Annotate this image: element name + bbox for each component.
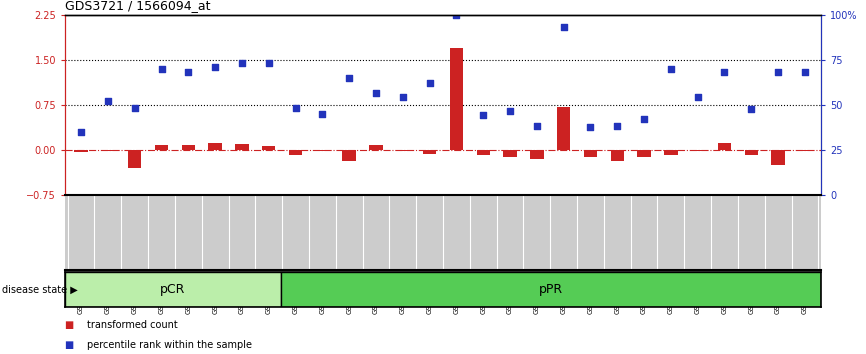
Bar (798, 150, 811, 151)
Point (423, 80, 436, 86)
Point (664, 66, 678, 72)
Bar (637, 150, 650, 157)
Text: pPR: pPR (539, 283, 563, 296)
Point (637, 116, 651, 122)
Point (315, 111, 329, 117)
Point (745, 106, 759, 112)
Point (101, 98, 115, 104)
Text: GDS3721 / 1566094_at: GDS3721 / 1566094_at (65, 0, 210, 12)
Bar (718, 143, 731, 150)
Point (369, 90, 383, 96)
Bar (745, 150, 758, 155)
Bar (281, 272, 821, 307)
Bar (74, 150, 87, 153)
Bar (236, 144, 249, 150)
Bar (128, 150, 141, 168)
Point (181, 69, 195, 75)
Bar (155, 145, 168, 150)
Point (557, 24, 571, 30)
Bar (611, 150, 624, 161)
Bar (101, 150, 114, 151)
Text: disease state ▶: disease state ▶ (2, 285, 77, 295)
Bar (772, 150, 785, 165)
Point (155, 66, 169, 72)
Point (476, 112, 490, 118)
Point (503, 108, 517, 114)
Point (691, 95, 705, 100)
Point (611, 123, 624, 129)
Bar (65, 272, 281, 307)
Bar (449, 48, 463, 150)
Text: ■: ■ (65, 340, 78, 350)
Bar (182, 145, 195, 150)
Point (288, 105, 302, 111)
Bar (691, 150, 704, 151)
Bar (316, 150, 329, 151)
Point (128, 105, 142, 111)
Point (584, 124, 598, 130)
Text: transformed count: transformed count (87, 320, 178, 330)
Bar (476, 150, 490, 155)
Point (262, 60, 275, 66)
Point (772, 69, 785, 75)
Point (798, 69, 811, 75)
Bar (423, 150, 436, 154)
Bar (209, 143, 222, 150)
Text: pCR: pCR (160, 283, 185, 296)
Bar (396, 150, 410, 151)
Bar (557, 107, 571, 150)
Point (449, 12, 463, 18)
Bar (289, 150, 302, 155)
Point (342, 75, 356, 81)
Point (208, 64, 222, 70)
Point (74, 129, 88, 135)
Bar (369, 145, 383, 150)
Bar (262, 147, 275, 150)
Bar (342, 150, 356, 161)
Point (718, 69, 732, 75)
Text: ■: ■ (65, 320, 78, 330)
Bar (584, 150, 598, 157)
Bar (664, 150, 677, 155)
Point (235, 60, 249, 66)
Point (396, 95, 410, 100)
Point (530, 123, 544, 129)
Bar (503, 150, 517, 157)
Bar (530, 150, 544, 159)
Text: percentile rank within the sample: percentile rank within the sample (87, 340, 252, 350)
